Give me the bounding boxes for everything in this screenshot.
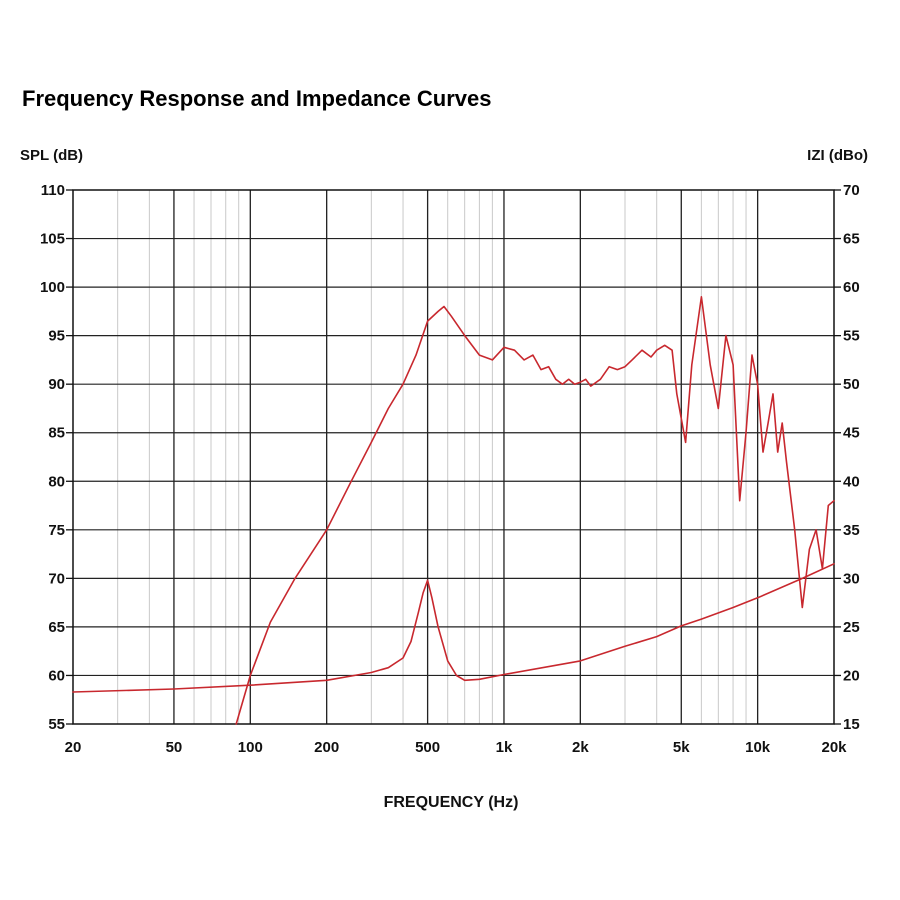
x-tick-label: 10k (745, 739, 771, 756)
major-gridlines (73, 190, 834, 724)
minor-gridlines (117, 190, 759, 724)
y-tick-label-left: 60 (48, 667, 65, 684)
y-tick-label-right: 40 (843, 473, 860, 490)
x-axis-label: FREQUENCY (Hz) (384, 794, 519, 811)
y-tick-label-left: 65 (48, 619, 65, 636)
y-tick-label-left: 100 (40, 279, 65, 296)
x-tick-label: 500 (415, 739, 440, 756)
impedance-curve (72, 562, 835, 693)
x-tick-label: 1k (496, 739, 513, 756)
spl-curve (235, 295, 835, 725)
x-tick-label: 20k (821, 739, 847, 756)
y-axis-label-right: IZI (dBo) (807, 147, 868, 164)
y-tick-label-left: 70 (48, 570, 65, 587)
y-tick-label-left: 75 (48, 522, 65, 539)
y-tick-label-left: 85 (48, 425, 65, 442)
chart-title: Frequency Response and Impedance Curves (22, 86, 492, 111)
y-tick-label-left: 80 (48, 473, 65, 490)
tick-labels: 20 50 100 200 500 1k 2k 5k 10k 20k 55 15 60 20 65 25 70 3… (40, 182, 860, 756)
plot-frame (72, 189, 835, 725)
x-tick-label: 20 (65, 739, 82, 756)
y-tick-label-right: 60 (843, 279, 860, 296)
y-tick-label-right: 30 (843, 570, 860, 587)
y-tick-label-right: 25 (843, 619, 860, 636)
y-tick-label-right: 45 (843, 425, 860, 442)
y-tick-label-left: 55 (48, 716, 65, 733)
y-tick-label-right: 35 (843, 522, 860, 539)
x-tick-label: 100 (238, 739, 263, 756)
y-tick-label-right: 20 (843, 667, 860, 684)
axis-ticks (66, 189, 841, 725)
y-tick-label-left: 95 (48, 328, 65, 345)
x-tick-label: 50 (166, 739, 183, 756)
y-tick-label-left: 90 (48, 376, 65, 393)
y-tick-label-right: 15 (843, 716, 860, 733)
y-tick-label-left: 105 (40, 231, 65, 248)
series-layer (72, 295, 835, 725)
y-tick-label-left: 110 (41, 182, 65, 199)
y-tick-label-right: 50 (843, 376, 860, 393)
x-tick-label: 2k (572, 739, 589, 756)
y-tick-label-right: 70 (843, 182, 860, 199)
x-tick-label: 200 (314, 739, 339, 756)
y-tick-label-right: 55 (843, 328, 860, 345)
y-axis-label-left: SPL (dB) (20, 147, 83, 164)
y-tick-label-right: 65 (843, 231, 860, 248)
x-tick-label: 5k (673, 739, 690, 756)
